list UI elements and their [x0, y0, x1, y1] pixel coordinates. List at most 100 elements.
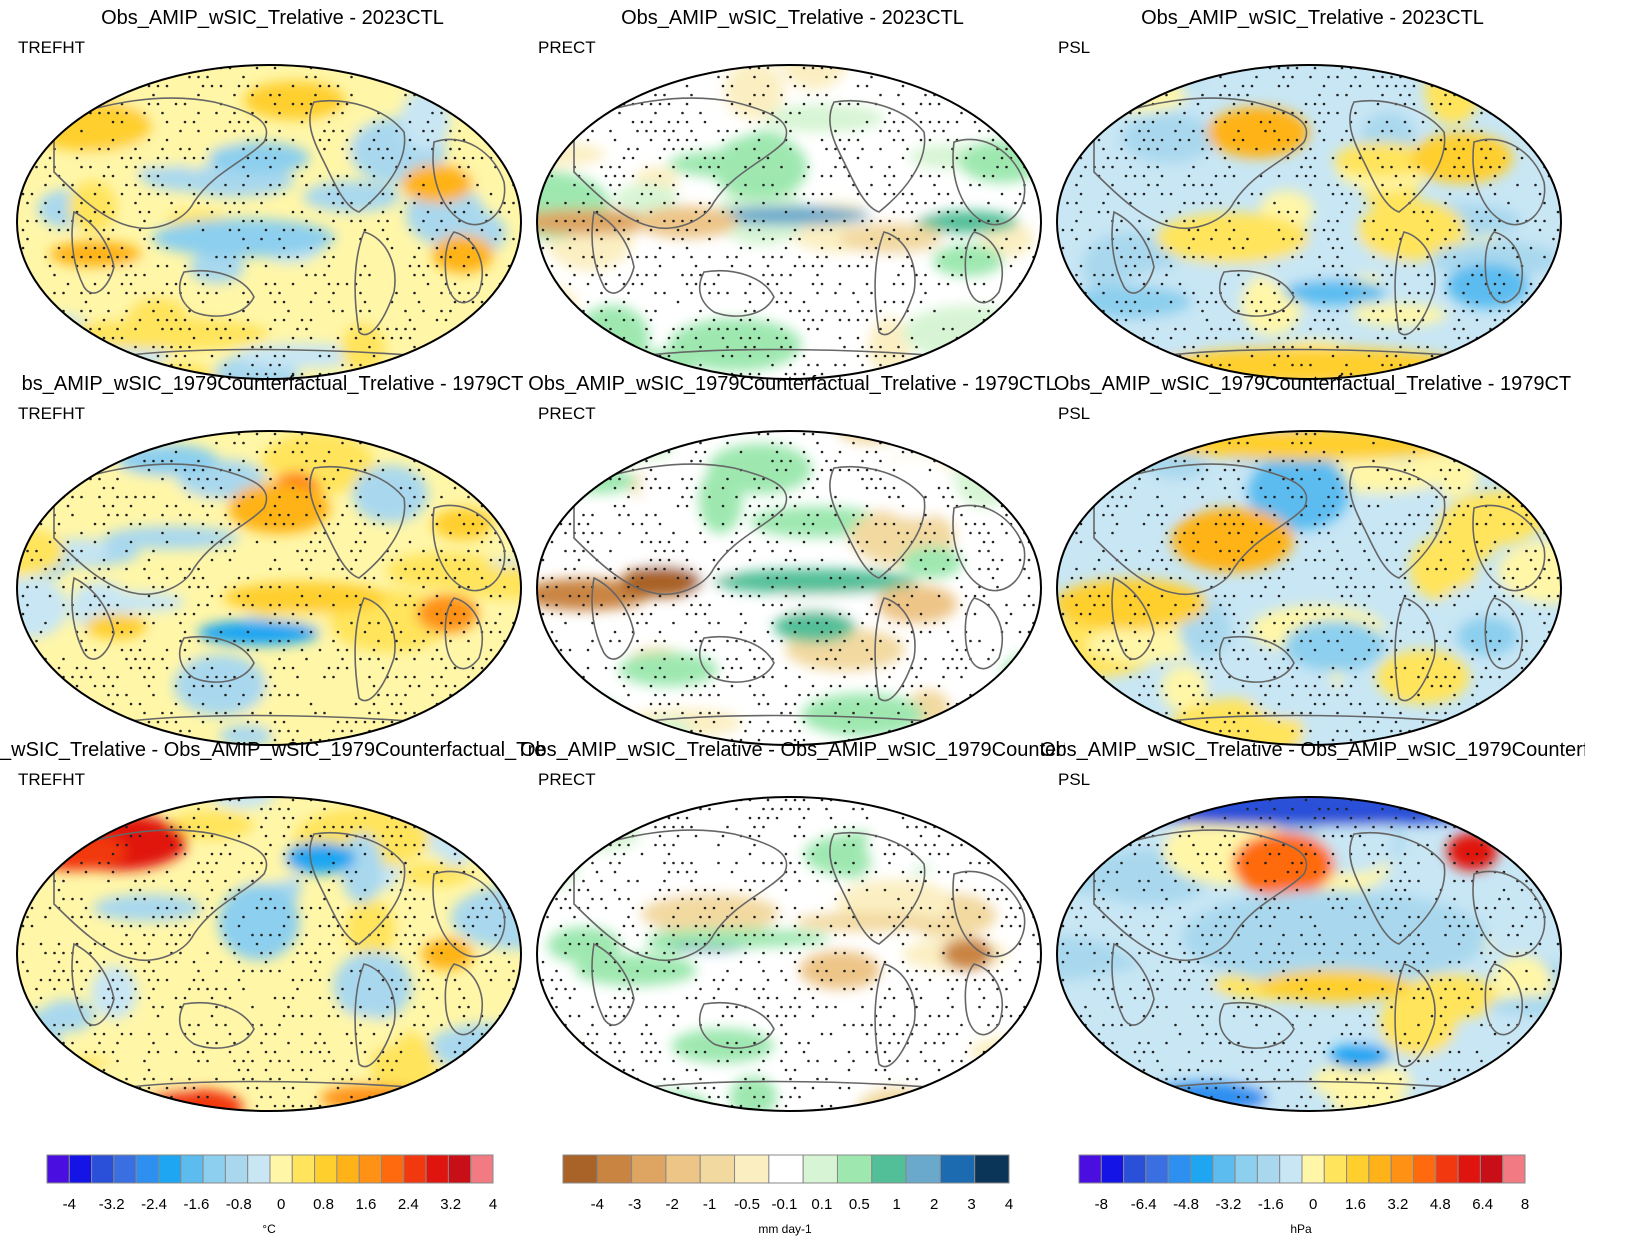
anomaly-patch: [1352, 303, 1447, 326]
colorbar-tick-label: -3: [628, 1196, 642, 1213]
anomaly-patch: [933, 65, 1029, 98]
colorbar-tick-label: 3.2: [1387, 1196, 1409, 1213]
colorbar-tick-label: 2.4: [397, 1196, 419, 1213]
anomaly-feature: [197, 620, 320, 646]
colorbar-swatch: [358, 1154, 383, 1184]
anomaly-patch: [340, 833, 384, 904]
colorbar-swatch: [269, 1154, 293, 1184]
colorbar-tick-label: -2.4: [141, 1196, 167, 1213]
colorbar-swatch: [596, 1154, 633, 1184]
map-panel: Obs_AMIP_wSIC_Trelative - 2023CTL TREFHT: [0, 0, 545, 380]
colorbar-swatch: [1390, 1154, 1415, 1184]
anomaly-patch: [1074, 333, 1194, 357]
anomaly-feature: [284, 842, 356, 874]
colorbar-swatch: [562, 1154, 598, 1184]
world-map: [1056, 430, 1562, 746]
map-border: [536, 430, 1042, 746]
colorbar-swatch: [836, 1154, 873, 1184]
anomaly-feature: [228, 482, 331, 534]
anomaly-patch: [1146, 478, 1193, 514]
anomaly-patch: [345, 900, 397, 958]
anomaly-feature: [1069, 286, 1192, 318]
anomaly-patch: [978, 797, 1041, 835]
anomaly-feature: [636, 206, 738, 238]
coastline: [53, 829, 506, 1090]
variable-label: PSL: [1058, 404, 1091, 423]
anomaly-patch: [1057, 936, 1124, 981]
anomaly-feature: [49, 241, 142, 267]
variable-label: TREFHT: [18, 770, 86, 789]
colorbar-swatch: [768, 1154, 804, 1184]
colorbar-tick-label: -6.4: [1130, 1196, 1157, 1213]
anomaly-patch: [724, 65, 785, 120]
anomaly-feature: [29, 100, 152, 152]
map-border: [16, 64, 522, 380]
colorbar-tick-label: 2: [929, 1196, 939, 1213]
colorbar-swatch: [1413, 1154, 1437, 1184]
anomaly-patch: [104, 526, 239, 550]
anomaly-patch: [1459, 1027, 1527, 1064]
colorbar-tick-label: -1.6: [183, 1196, 210, 1213]
colorbar-swatch: [46, 1154, 70, 1184]
world-map: [16, 796, 522, 1112]
panel-title: Obs_AMIP_wSIC_Trelative - Obs_AMIP_wSIC_…: [1040, 739, 1585, 761]
colorbar-swatch: [447, 1154, 472, 1184]
anomaly-feature: [1283, 279, 1386, 306]
map-panel: Obs_AMIP_wSIC_Trelative - 2023CTL PSL: [1040, 0, 1585, 380]
colorbar-tick-label: 1: [892, 1196, 901, 1213]
anomaly-patch: [435, 810, 477, 867]
anomaly-patch: [189, 251, 245, 284]
colorbar-tick-label: -4: [590, 1196, 604, 1213]
colorbar-swatch: [224, 1154, 249, 1184]
anomaly-feature: [794, 912, 937, 932]
anomaly-patch: [1311, 1062, 1412, 1101]
colorbar-tick-label: 0.8: [313, 1196, 334, 1213]
colorbar-swatch: [202, 1154, 226, 1184]
coastline: [573, 829, 1026, 1090]
colorbar-tick-label: 4.8: [1429, 1196, 1451, 1213]
anomaly-patch: [801, 692, 924, 737]
colorbar-tick-label: 1.6: [1345, 1196, 1366, 1213]
anomaly-feature: [243, 81, 346, 120]
map-border: [1056, 796, 1562, 1112]
anomaly-feature: [537, 578, 652, 611]
anomaly-feature: [24, 832, 127, 871]
coastline: [1093, 463, 1546, 724]
map-border: [536, 64, 1042, 380]
anomaly-patch: [668, 318, 802, 372]
anomaly-feature: [537, 209, 657, 235]
world-map: [16, 430, 522, 746]
coastline: [53, 463, 506, 724]
colorbar-swatch: [1435, 1154, 1459, 1184]
anomaly-feature: [620, 565, 703, 598]
anomaly-patch: [1357, 199, 1466, 261]
colorbar-swatch: [1234, 1154, 1258, 1184]
colorbar-unit: °C: [262, 1222, 276, 1236]
colorbar-swatch: [135, 1154, 159, 1184]
map-border: [1056, 64, 1562, 380]
anomaly-feature: [218, 883, 300, 961]
colorbar-swatch: [1346, 1154, 1370, 1184]
coastline: [1093, 829, 1546, 1090]
colorbar-swatch: [1479, 1154, 1504, 1184]
anomaly-patch: [977, 1091, 1018, 1111]
anomaly-patch: [537, 1037, 588, 1090]
anomaly-patch: [219, 724, 273, 745]
colorbar-unit: hPa: [1290, 1222, 1312, 1236]
colorbar-swatch: [68, 1154, 93, 1184]
colorbar-swatch: [1323, 1154, 1348, 1184]
colorbar-tick-label: -3.2: [98, 1196, 125, 1213]
coastline: [573, 463, 1026, 724]
anomaly-patch: [90, 965, 138, 1019]
anomaly-patch: [1009, 693, 1041, 721]
anomaly-feature: [931, 244, 1004, 277]
anomaly-feature: [840, 222, 942, 254]
colorbar-swatch: [403, 1154, 427, 1184]
map-panel: bs_AMIP_wSIC_1979Counterfactual_Trelativ…: [0, 366, 545, 746]
anomaly-patch: [1156, 967, 1225, 1021]
anomaly-feature: [401, 164, 473, 203]
anomaly-patch: [303, 180, 401, 213]
map-border: [1056, 430, 1562, 746]
anomaly-patch: [1376, 649, 1470, 705]
world-map: [536, 430, 1042, 746]
